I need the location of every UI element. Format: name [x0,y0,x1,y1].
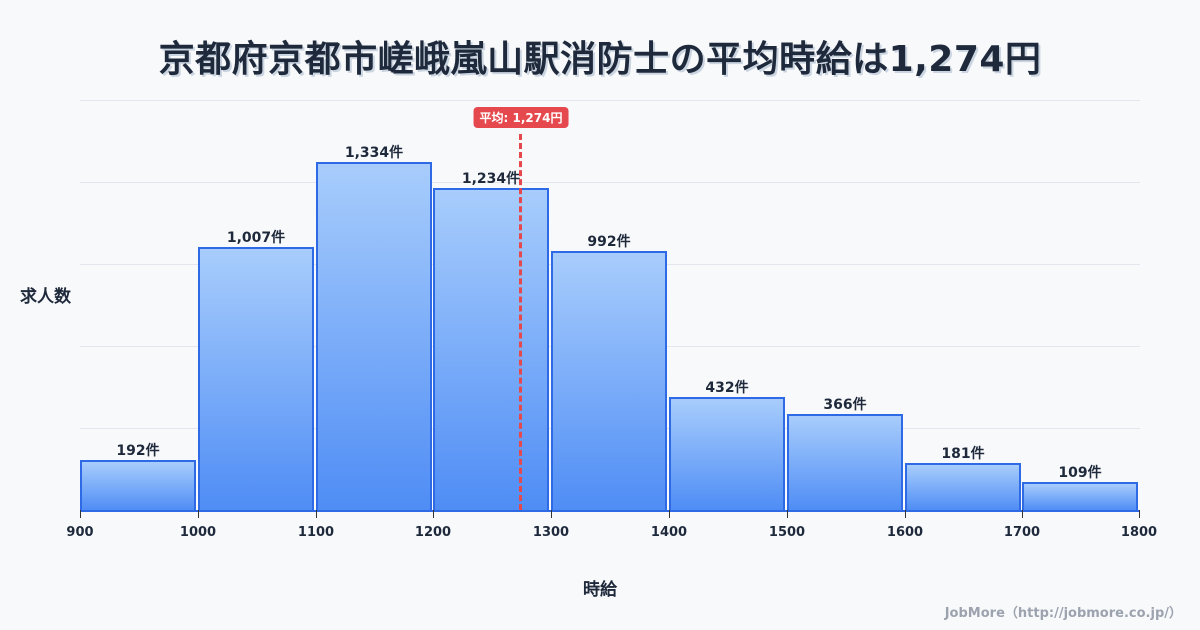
bar-value-label: 192件 [116,443,160,459]
chart-title: 京都府京都市嵯峨嵐山駅消防士の平均時給は1,274円 [158,39,1042,80]
histogram-bar [551,251,667,510]
x-tick [905,510,906,518]
x-tick-label: 1000 [179,525,217,540]
bar-value-label: 1,007件 [226,230,286,246]
gridline [80,100,1140,101]
x-tick-label: 1500 [768,525,806,540]
histogram-bar [80,460,196,510]
histogram-bar [433,188,549,510]
bar-value-label: 1,334件 [344,145,404,161]
x-tick [316,510,317,518]
x-tick-label: 1300 [532,525,570,540]
x-tick [1022,510,1023,518]
x-axis-label: 時給 [583,580,617,600]
x-tick-label: 1400 [650,525,688,540]
x-tick [787,510,788,518]
x-tick [669,510,670,518]
plot-area: 192件 1,007件 1,334件 1,234件 992件 432件 366件… [66,100,1157,540]
y-axis-label: 求人数 [20,287,71,307]
histogram-bar [198,247,314,510]
x-tick-label: 1600 [886,525,924,540]
histogram-bar [905,463,1021,510]
x-tick [80,510,81,518]
bar-value-label: 992件 [587,234,631,250]
x-tick-label: 1100 [297,525,335,540]
average-line [519,134,522,510]
bar-value-label: 432件 [705,380,749,396]
x-tick [551,510,552,518]
histogram-bar [787,414,903,510]
x-tick-label: 1200 [414,525,452,540]
x-tick-label: 900 [66,525,94,540]
x-axis-line [80,510,1140,512]
histogram-bar [1022,482,1138,510]
x-tick [1139,510,1140,518]
source-credit: JobMore（http://jobmore.co.jp/） [944,606,1182,621]
x-tick [198,510,199,518]
bar-value-label: 1,234件 [461,171,521,187]
x-tick-label: 1800 [1120,525,1158,540]
x-tick [433,510,434,518]
bar-value-label: 109件 [1058,465,1102,481]
histogram-bar [316,162,432,510]
average-badge: 平均: 1,274円 [473,107,569,128]
bar-value-label: 181件 [941,446,985,462]
x-tick-label: 1700 [1003,525,1041,540]
bar-value-label: 366件 [823,397,867,413]
histogram-bar [669,397,785,510]
gridline [80,182,1140,183]
